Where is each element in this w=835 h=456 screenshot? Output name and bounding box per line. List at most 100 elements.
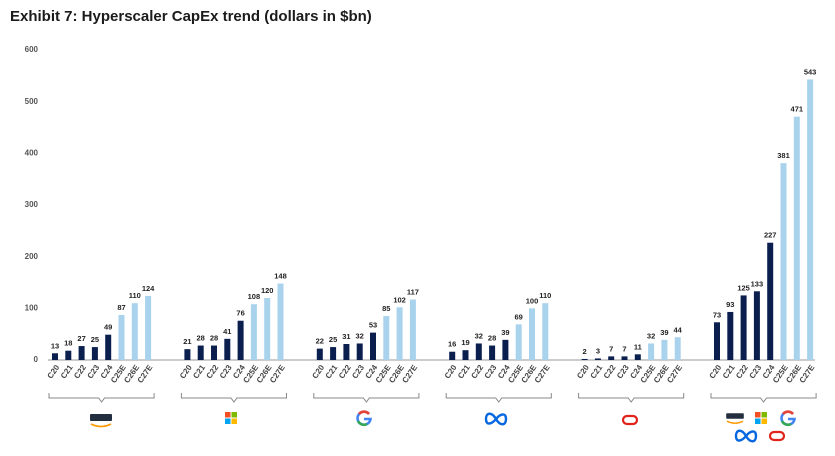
x-tick-label: C20 (46, 363, 62, 381)
x-tick-label: C27E (665, 363, 684, 385)
value-label: 28 (210, 334, 218, 343)
oracle-logo (621, 414, 639, 426)
x-tick-label: C27E (798, 363, 817, 385)
value-label: 19 (461, 338, 469, 347)
bar (396, 307, 403, 360)
combined-logos (726, 410, 796, 443)
bar (184, 349, 191, 360)
value-label: 124 (142, 284, 155, 293)
bar (449, 351, 456, 360)
value-label: 76 (236, 309, 244, 318)
bar (105, 334, 112, 360)
bar (767, 242, 774, 360)
x-tick-label: C20 (178, 363, 194, 381)
value-label: 16 (448, 340, 456, 349)
x-tick-label: C22 (337, 363, 353, 381)
bar (462, 350, 469, 360)
bar (714, 322, 720, 360)
value-label: 7 (622, 344, 626, 353)
value-label: 22 (316, 337, 324, 346)
value-label: 28 (488, 334, 496, 343)
y-tick-label: 100 (25, 303, 39, 312)
value-label: 31 (342, 332, 350, 341)
value-label: 87 (117, 303, 125, 312)
bar (277, 283, 284, 360)
bar (674, 337, 681, 360)
x-tick-label: C21 (191, 363, 207, 381)
value-label: 543 (804, 67, 817, 76)
x-tick-label: C22 (602, 363, 618, 381)
value-label: 25 (91, 335, 99, 344)
value-label: 11 (634, 342, 642, 351)
bar (370, 332, 376, 360)
value-label: 73 (713, 310, 721, 319)
value-label: 85 (382, 304, 390, 313)
bar (197, 345, 204, 360)
bar (330, 347, 337, 360)
bar (78, 346, 85, 360)
bar (502, 339, 509, 360)
value-label: 41 (223, 327, 231, 336)
x-tick-label: C27E (400, 363, 419, 385)
x-tick-label: C21 (324, 363, 340, 381)
x-tick-label: C23 (483, 363, 499, 381)
x-tick-label: C21 (588, 363, 604, 381)
y-tick-label: 200 (25, 252, 39, 261)
x-tick-label: C27E (136, 363, 155, 385)
bar (780, 163, 787, 360)
value-label: 100 (526, 296, 539, 305)
bar (542, 303, 549, 360)
value-label: 28 (197, 334, 205, 343)
meta-logo (484, 412, 508, 426)
bar (740, 295, 747, 360)
value-label: 148 (274, 272, 287, 281)
bar (581, 358, 588, 360)
value-label: 13 (51, 341, 59, 350)
value-label: 133 (751, 279, 764, 288)
value-label: 381 (777, 151, 790, 160)
value-label: 32 (356, 331, 364, 340)
bar (793, 116, 800, 361)
y-tick-label: 600 (25, 45, 39, 54)
group-brace (180, 393, 287, 403)
value-label: 110 (129, 291, 141, 300)
group-brace (313, 393, 420, 403)
group-brace (445, 393, 552, 403)
x-tick-label: C22 (72, 363, 88, 381)
x-tick-label: C20 (708, 363, 724, 381)
bar (237, 320, 244, 360)
bar (264, 298, 271, 360)
bar (343, 343, 350, 360)
value-label: 18 (64, 339, 72, 348)
bar (250, 304, 257, 360)
x-tick-label: C23 (85, 363, 101, 381)
bar (316, 348, 323, 360)
bar (753, 291, 760, 360)
x-tick-label: C22 (205, 363, 221, 381)
group-brace (578, 393, 685, 403)
x-tick-label: C22 (469, 363, 485, 381)
x-tick-label: C23 (747, 363, 763, 381)
bar (211, 345, 217, 360)
bar (475, 343, 482, 360)
x-tick-label: C23 (350, 363, 366, 381)
y-tick-label: 500 (25, 97, 39, 106)
value-label: 25 (329, 335, 337, 344)
value-label: 69 (515, 312, 523, 321)
x-tick-label: C23 (218, 363, 234, 381)
value-label: 49 (104, 323, 112, 332)
value-label: 27 (77, 334, 85, 343)
value-label: 110 (539, 291, 551, 300)
group-brace (710, 393, 817, 403)
y-tick-label: 0 (34, 355, 39, 364)
bar (807, 79, 814, 360)
value-label: 227 (764, 231, 777, 240)
bar (118, 315, 125, 360)
value-label: 53 (369, 321, 377, 330)
bar (356, 343, 363, 360)
y-tick-label: 400 (25, 148, 39, 157)
value-label: 3 (596, 346, 600, 355)
y-tick-label: 300 (25, 200, 39, 209)
value-label: 93 (726, 300, 734, 309)
bar (131, 303, 138, 360)
